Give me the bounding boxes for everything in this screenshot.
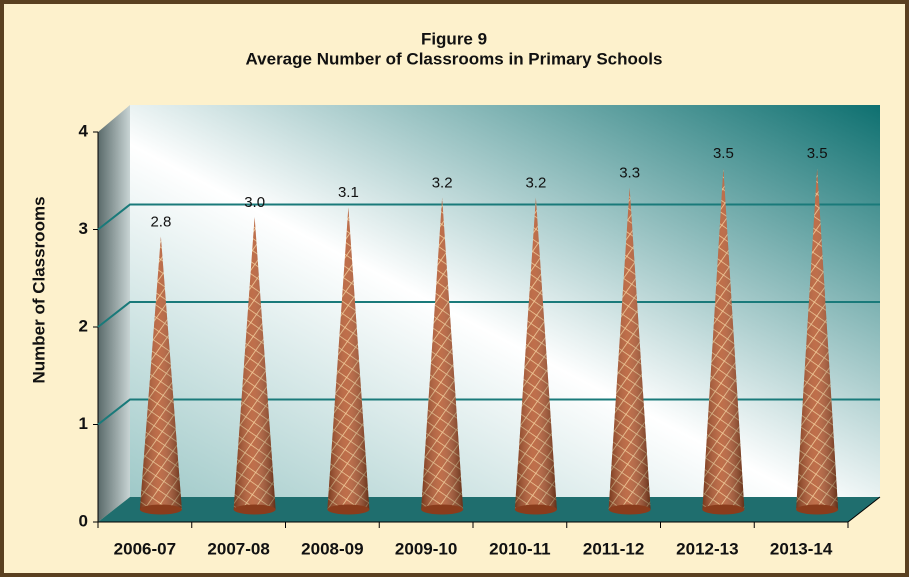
cone-base [233, 504, 276, 515]
value-label: 3.3 [619, 165, 640, 182]
cone-shade [139, 236, 182, 510]
y-axis-title: Number of Classrooms [29, 196, 48, 383]
cone-shade [514, 197, 557, 510]
value-label: 3.1 [338, 184, 359, 201]
value-label: 3.0 [244, 194, 265, 211]
cone-shade [327, 207, 370, 510]
value-label: 3.2 [432, 174, 453, 191]
x-tick-label: 2013-14 [770, 539, 833, 558]
y-tick-label: 2 [79, 316, 88, 335]
cone-base [139, 504, 182, 515]
chart-title: Figure 9 [421, 29, 487, 48]
floor-edge [847, 496, 881, 523]
cone-base [702, 504, 745, 515]
cone-base [327, 504, 370, 515]
y-tick-label: 0 [79, 511, 88, 530]
cone-base [514, 504, 557, 515]
x-tick-label: 2008-09 [301, 539, 363, 558]
x-tick-label: 2009-10 [395, 539, 457, 558]
x-tick-label: 2006-07 [114, 539, 176, 558]
cone-shade [796, 168, 839, 510]
x-tick-label: 2011-12 [583, 539, 644, 558]
value-label: 2.8 [150, 213, 171, 230]
cone-shade [702, 168, 745, 510]
cone-shade [421, 197, 464, 510]
y-tick-label: 1 [79, 414, 88, 433]
cone-shade [608, 187, 651, 510]
x-tick-label: 2007-08 [207, 539, 269, 558]
cone-base [796, 504, 839, 515]
y-tick-label: 3 [79, 219, 88, 238]
floor [98, 497, 880, 522]
cone-base [608, 504, 651, 515]
x-tick-label: 2010-11 [489, 539, 550, 558]
cone-base [421, 504, 464, 515]
x-tick-label: 2012-13 [676, 539, 738, 558]
cone-shade [233, 217, 276, 510]
value-label: 3.5 [713, 145, 734, 162]
y-tick-label: 4 [79, 121, 89, 140]
chart-subtitle: Average Number of Classrooms in Primary … [246, 49, 663, 68]
value-label: 3.5 [807, 145, 828, 162]
value-label: 3.2 [525, 174, 546, 191]
